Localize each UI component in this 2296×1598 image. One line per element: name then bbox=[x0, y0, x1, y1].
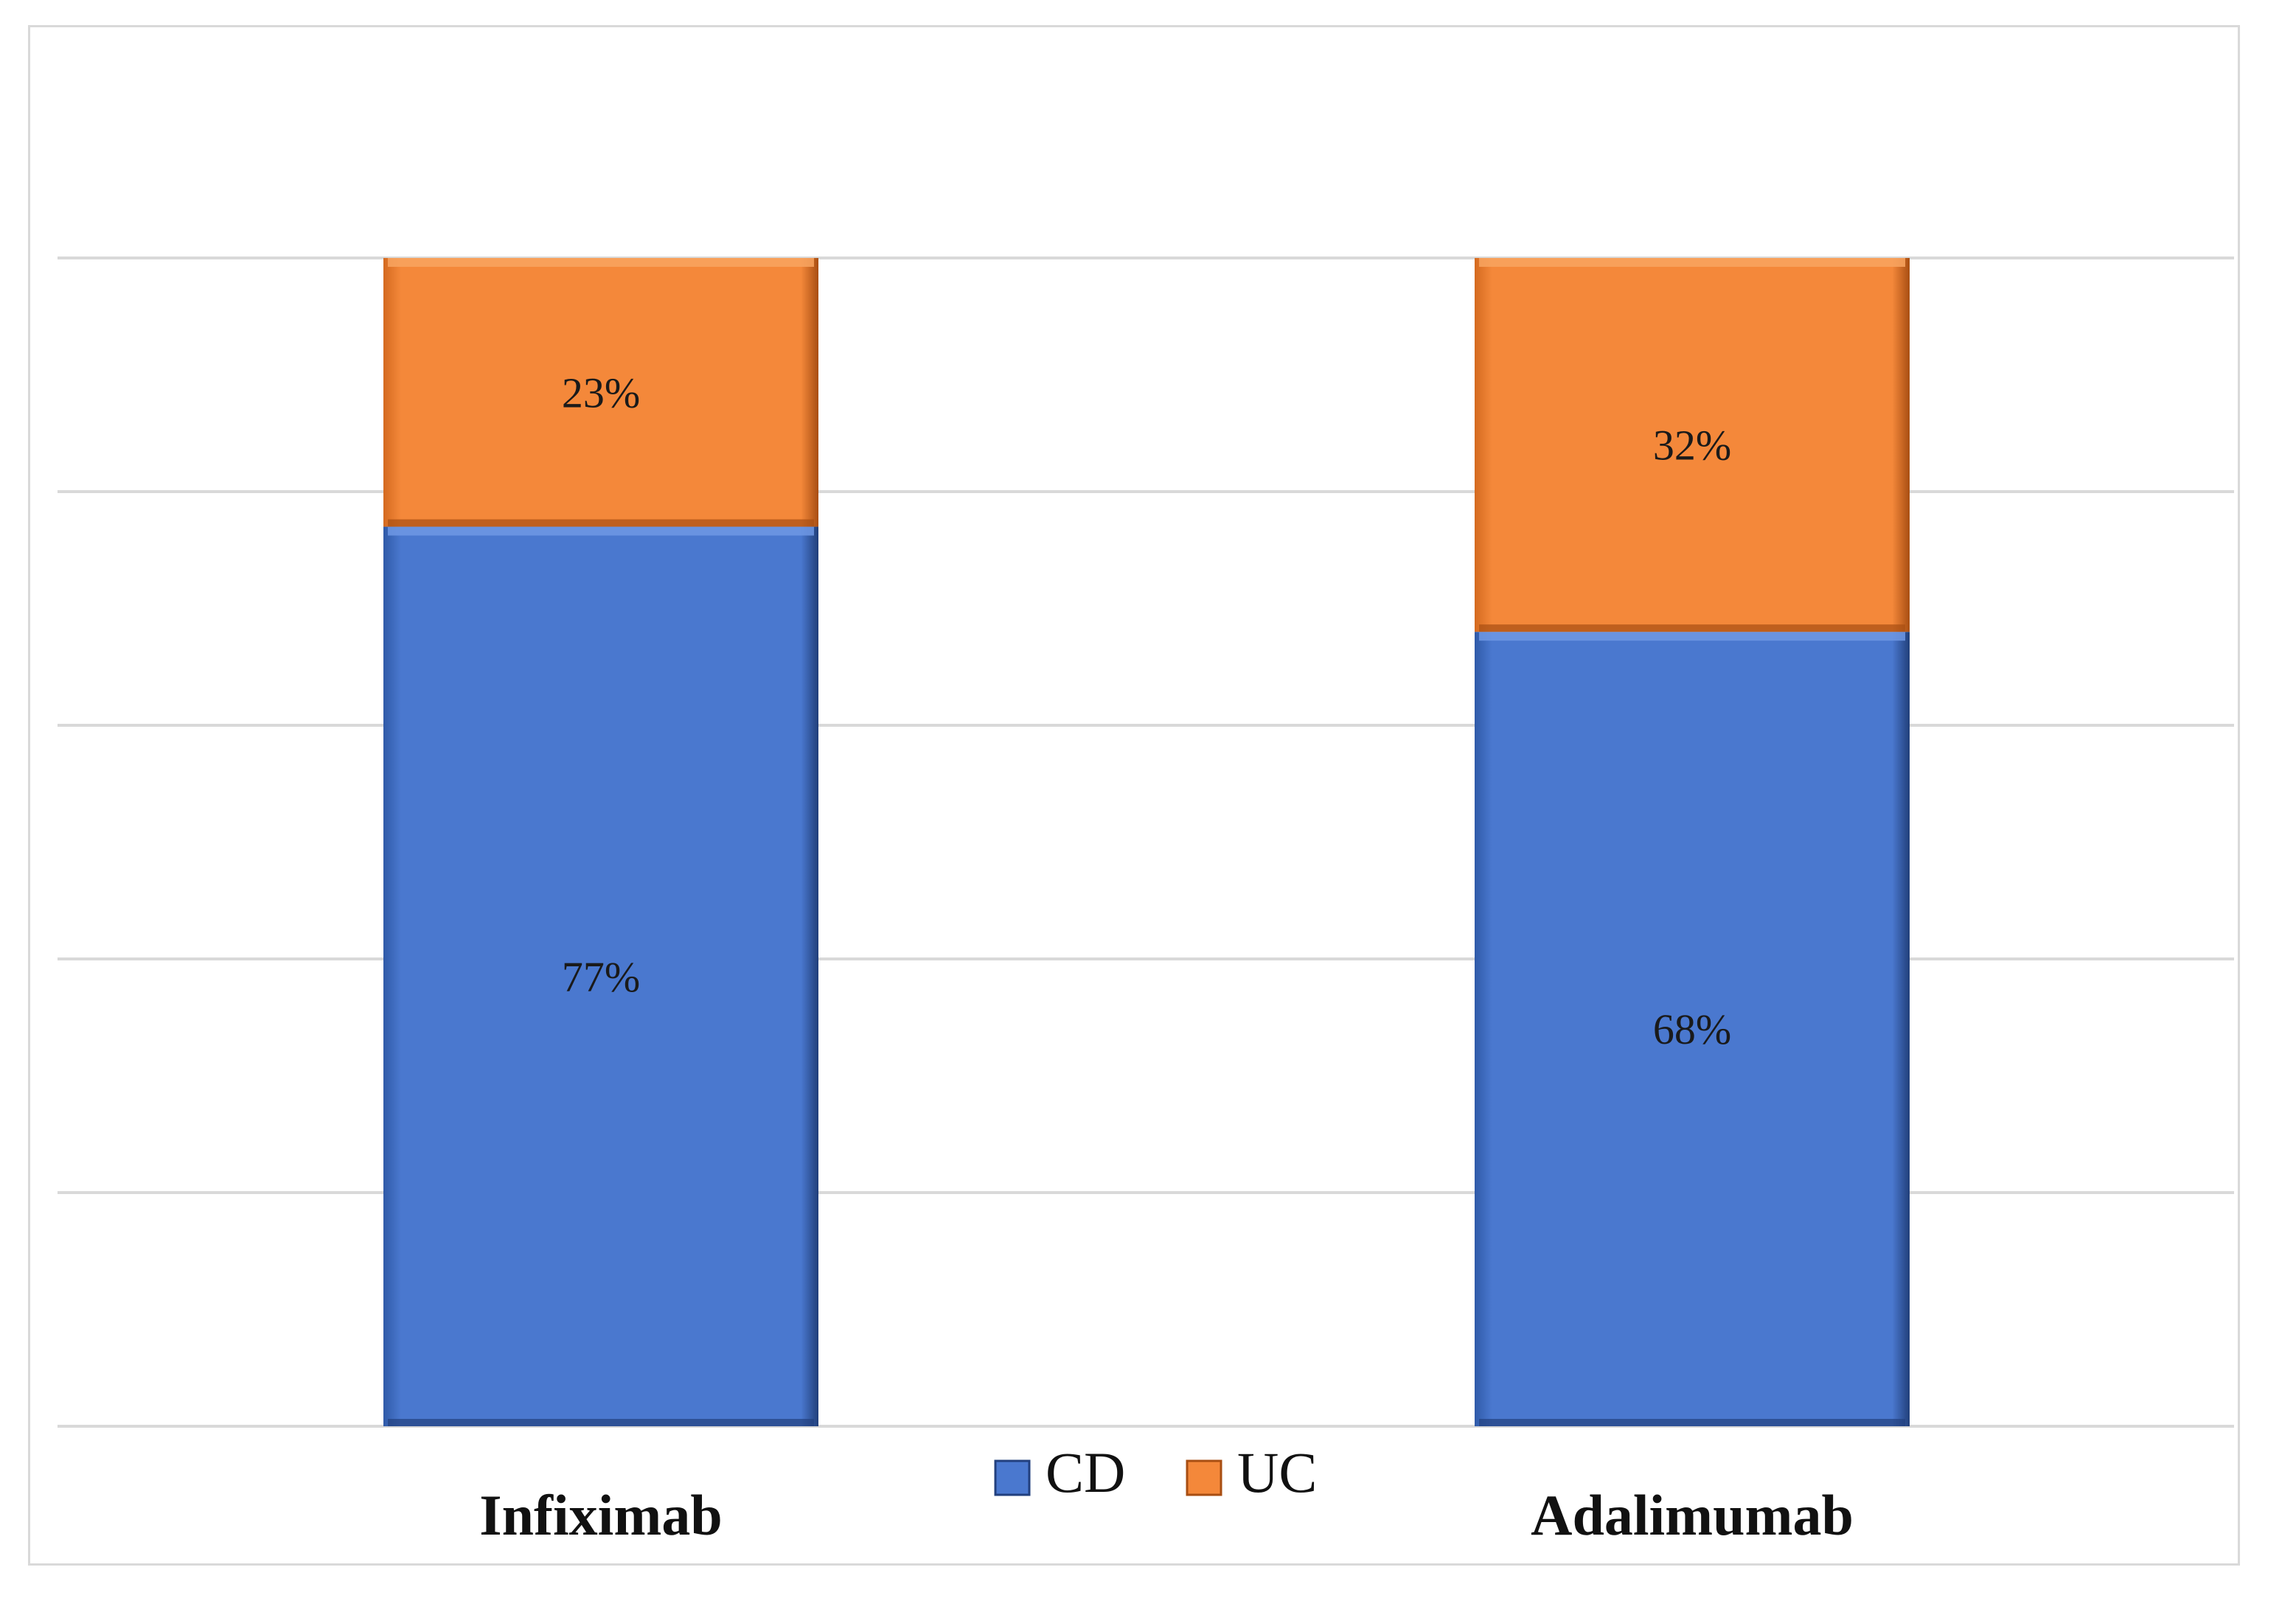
category-labels: Infiximab Adalimumab bbox=[479, 1483, 1854, 1547]
data-label-uc-adalimumab: 32% bbox=[1653, 422, 1731, 470]
data-label-cd-adalimumab: 68% bbox=[1653, 1005, 1731, 1053]
bar-uc-adalimumab bbox=[1475, 258, 1910, 632]
legend-label-cd: CD bbox=[1046, 1440, 1125, 1504]
data-label-cd-infiximab: 77% bbox=[562, 953, 640, 1001]
bar-top-bevel-uc-infiximab bbox=[388, 258, 814, 267]
bar-top-bevel-cd-adalimumab bbox=[1479, 632, 1905, 641]
bar-bottom-bevel-uc-adalimumab bbox=[1479, 624, 1905, 632]
bar-bottom-bevel-uc-infiximab bbox=[388, 519, 814, 527]
bar-uc-infiximab bbox=[383, 258, 818, 527]
data-label-uc-infiximab: 23% bbox=[562, 369, 640, 416]
legend-swatch-uc bbox=[1186, 1459, 1222, 1496]
bar-top-bevel-cd-infiximab bbox=[388, 526, 814, 536]
bar-top-bevel-uc-adalimumab bbox=[1479, 258, 1905, 267]
bar-cd-adalimumab bbox=[1475, 632, 1910, 1427]
legend-swatch-cd bbox=[994, 1459, 1031, 1496]
legend: CD UC bbox=[994, 1440, 1317, 1504]
legend-label-uc: UC bbox=[1237, 1440, 1317, 1504]
bar-bottom-bevel-cd-infiximab bbox=[388, 1419, 814, 1426]
category-label-adalimumab: Adalimumab bbox=[1531, 1483, 1854, 1547]
category-label-infiximab: Infiximab bbox=[479, 1483, 722, 1547]
bars bbox=[383, 258, 1910, 1427]
data-labels: 77% 23% 68% 32% bbox=[562, 369, 1731, 1053]
bar-cd-infiximab bbox=[383, 526, 818, 1426]
bar-bottom-bevel-cd-adalimumab bbox=[1479, 1419, 1905, 1426]
